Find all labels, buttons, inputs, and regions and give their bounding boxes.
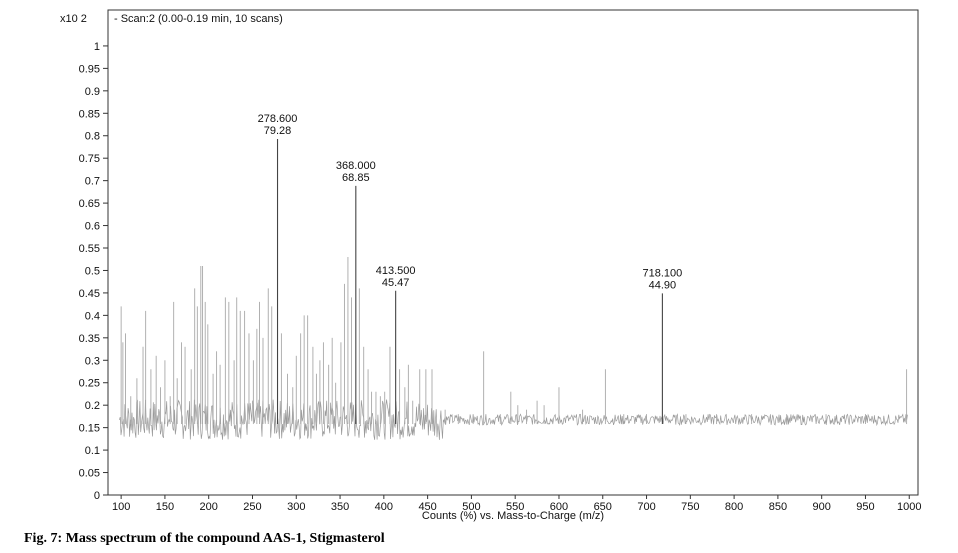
y-tick-label: 0.3 bbox=[85, 355, 100, 367]
x-tick-label: 700 bbox=[637, 501, 655, 513]
y-tick-label: 0.6 bbox=[85, 221, 100, 233]
y-tick-label: 0.8 bbox=[85, 131, 100, 143]
x-tick-label: 100 bbox=[112, 501, 130, 513]
y-axis-ticks: 0 0.05 0.1 0.15 0.2 0.25 0.3 0.35 0.4 0.45 0.5 0.55… bbox=[79, 41, 108, 502]
x-tick-label: 350 bbox=[331, 501, 349, 513]
y-tick-label: 0.55 bbox=[79, 243, 100, 255]
y-tick-label: 0.4 bbox=[85, 310, 100, 322]
y-tick-label: 0.1 bbox=[85, 445, 100, 457]
y-tick-label: 0.2 bbox=[85, 400, 100, 412]
figure-caption: Fig. 7: Mass spectrum of the compound AA… bbox=[24, 531, 385, 546]
x-tick-label: 250 bbox=[243, 501, 261, 513]
peak-mz-label: 278.600 bbox=[258, 113, 298, 125]
x-tick-label: 200 bbox=[200, 501, 218, 513]
peak-mz-label: 368.000 bbox=[336, 160, 376, 172]
y-tick-label: 0.5 bbox=[85, 265, 100, 277]
peak-abundance-label: 79.28 bbox=[264, 125, 292, 137]
y-tick-label: 0.7 bbox=[85, 176, 100, 188]
y-tick-label: 0.35 bbox=[79, 333, 100, 345]
peak-mz-label: 718.100 bbox=[643, 267, 683, 279]
noise-trace bbox=[119, 399, 908, 441]
y-tick-label: 0.9 bbox=[85, 86, 100, 98]
peak-abundance-label: 68.85 bbox=[342, 172, 370, 184]
x-tick-label: 150 bbox=[156, 501, 174, 513]
spectrum-peaks bbox=[120, 138, 908, 425]
x-tick-label: 500 bbox=[462, 501, 480, 513]
scan-info-label: - Scan:2 (0.00-0.19 min, 10 scans) bbox=[114, 13, 283, 25]
x-tick-label: 800 bbox=[725, 501, 743, 513]
y-tick-label: 0.85 bbox=[79, 108, 100, 120]
y-tick-label: 0 bbox=[94, 490, 100, 502]
x-tick-label: 1000 bbox=[897, 501, 921, 513]
mass-spectrum-chart: 0 0.05 0.1 0.15 0.2 0.25 0.3 0.35 0.4 0.45 0.5 0.55… bbox=[60, 9, 921, 522]
x-tick-label: 600 bbox=[550, 501, 568, 513]
y-tick-label: 0.95 bbox=[79, 63, 100, 75]
peak-abundance-label: 44.90 bbox=[649, 279, 677, 291]
y-tick-label: 0.25 bbox=[79, 378, 100, 390]
y-tick-label: 0.05 bbox=[79, 468, 100, 480]
x-axis-ticks: 100 150 200 250 300 350 400 450 500 550 600 650 700 7… bbox=[112, 495, 921, 513]
baseline-noise bbox=[119, 399, 908, 441]
y-tick-label: 1 bbox=[94, 41, 100, 53]
x-tick-label: 450 bbox=[418, 501, 436, 513]
plot-frame bbox=[107, 9, 919, 496]
x-tick-label: 550 bbox=[506, 501, 524, 513]
y-tick-label: 0.75 bbox=[79, 153, 100, 165]
x-tick-label: 850 bbox=[769, 501, 787, 513]
x-tick-label: 950 bbox=[856, 501, 874, 513]
x-tick-label: 400 bbox=[375, 501, 393, 513]
y-tick-label: 0.65 bbox=[79, 198, 100, 210]
x-tick-label: 300 bbox=[287, 501, 305, 513]
peak-mz-label: 413.500 bbox=[376, 265, 416, 277]
peak-abundance-label: 45.47 bbox=[382, 277, 410, 289]
x-tick-label: 650 bbox=[594, 501, 612, 513]
x-tick-label: 750 bbox=[681, 501, 699, 513]
y-tick-label: 0.45 bbox=[79, 288, 100, 300]
x-axis-title: Counts (%) vs. Mass-to-Charge (m/z) bbox=[422, 510, 604, 522]
x-tick-label: 900 bbox=[812, 501, 830, 513]
y-tick-label: 0.15 bbox=[79, 423, 100, 435]
y-exponent-label: x10 2 bbox=[60, 13, 87, 25]
